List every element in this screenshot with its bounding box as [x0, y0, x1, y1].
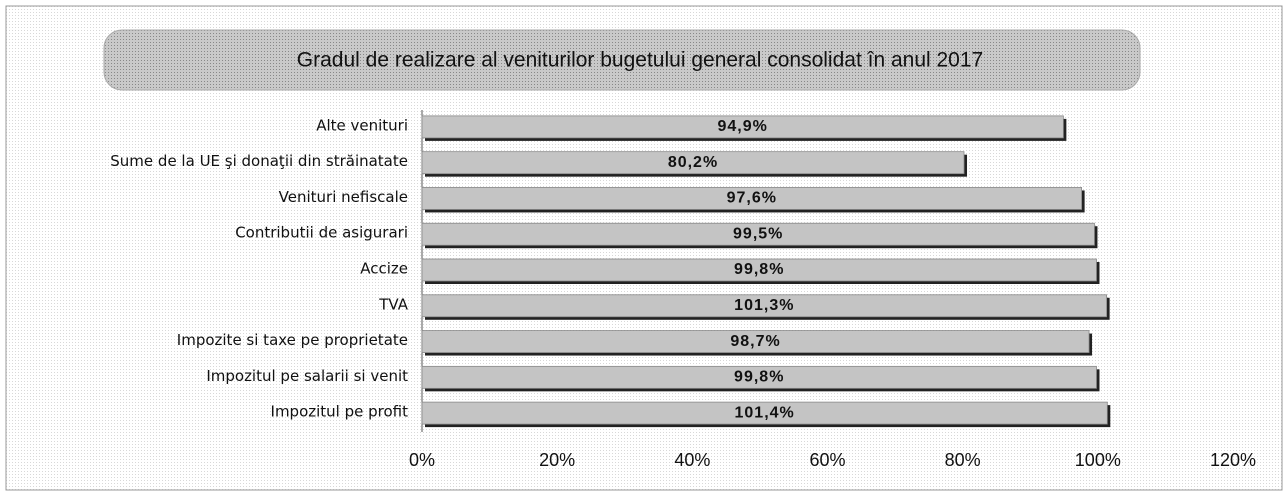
y-tick-label: TVA: [378, 295, 408, 313]
value-label: 94,9%: [717, 118, 767, 135]
bar: [421, 330, 1090, 353]
y-tick-label: Accize: [360, 260, 408, 278]
value-label: 80,2%: [668, 154, 718, 171]
y-tick-label: Impozitul pe profit: [271, 403, 409, 421]
bar: [421, 258, 1097, 282]
value-label: 101,3%: [734, 297, 794, 314]
value-label: 99,8%: [734, 369, 784, 386]
y-tick-label: Alte venituri: [316, 116, 408, 134]
bar: [421, 222, 1095, 246]
bar: [421, 294, 1108, 318]
x-tick-label: 40%: [674, 450, 710, 470]
value-label: 99,8%: [734, 261, 784, 278]
y-tick-label: Impozite si taxe pe proprietate: [177, 331, 408, 349]
x-tick-label: 100%: [1075, 450, 1121, 470]
x-tick-label: 80%: [945, 450, 981, 470]
chart-title: Gradul de realizare al veniturilor buget…: [297, 49, 983, 72]
y-tick-label: Impozitul pe salarii si venit: [206, 367, 408, 385]
value-label: 99,5%: [733, 225, 783, 242]
title-box: [103, 29, 1141, 91]
bar: [421, 115, 1064, 139]
bar: [421, 187, 1083, 210]
y-tick-label: Venituri nefiscale: [279, 188, 408, 206]
bar: [421, 365, 1097, 389]
y-tick-label: Contributii de asigurari: [235, 224, 408, 242]
x-tick-label: 0%: [409, 450, 435, 470]
bar: [421, 151, 965, 175]
x-tick-label: 60%: [809, 450, 845, 470]
y-tick-label: Sume de la UE şi donaţii din străinatate: [110, 152, 408, 170]
x-tick-label: 20%: [539, 450, 575, 470]
value-label: 101,4%: [735, 404, 795, 421]
value-label: 98,7%: [730, 333, 780, 350]
value-label: 97,6%: [727, 190, 777, 207]
x-tick-label: 120%: [1210, 450, 1256, 470]
bar: [421, 401, 1108, 425]
